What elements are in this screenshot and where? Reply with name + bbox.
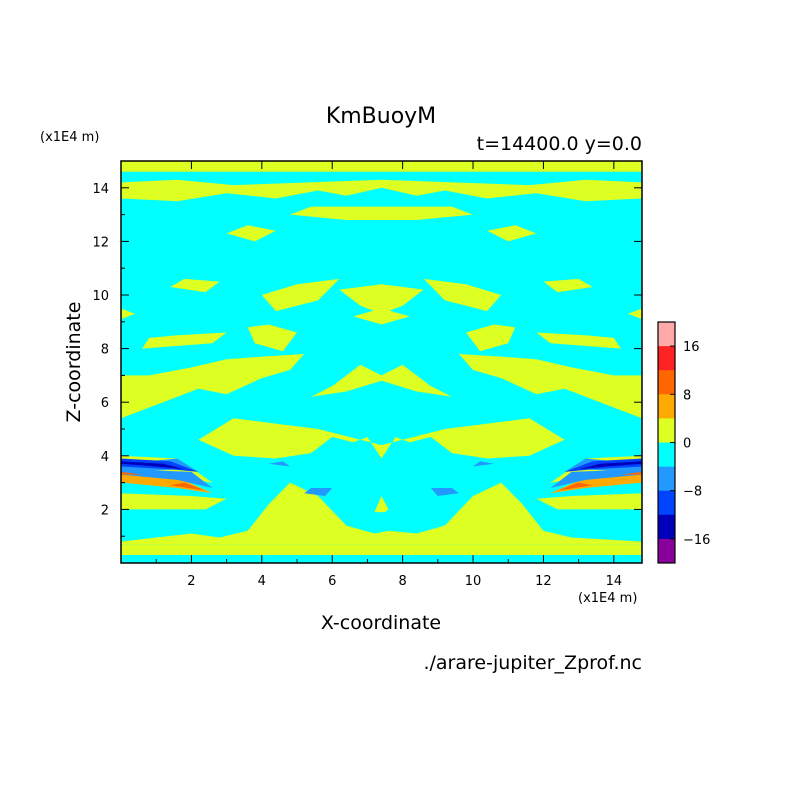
colorbar-swatch bbox=[658, 466, 675, 491]
contour-region bbox=[458, 354, 642, 419]
y-unit-label: (x1E4 m) bbox=[40, 130, 99, 145]
contour-region bbox=[121, 179, 642, 202]
x-unit-label: (x1E4 m) bbox=[578, 591, 637, 606]
x-tick-label: 10 bbox=[465, 574, 482, 589]
contour-region bbox=[268, 461, 290, 467]
colorbar-swatch bbox=[658, 418, 675, 443]
contour-region bbox=[627, 308, 642, 320]
contour-region bbox=[290, 206, 473, 220]
contour-region bbox=[536, 332, 621, 349]
y-tick-label: 8 bbox=[101, 343, 109, 358]
contour-region bbox=[536, 493, 642, 510]
contour-region bbox=[226, 225, 276, 242]
contour-region bbox=[121, 161, 642, 172]
colorbar-swatch bbox=[658, 442, 675, 467]
y-axis-label: Z-coordinate bbox=[63, 302, 85, 423]
contour-region bbox=[121, 471, 143, 475]
source-file-label: ./arare-jupiter_Zprof.nc bbox=[423, 652, 642, 674]
contour-region bbox=[466, 324, 516, 352]
colorbar: 16 8 0 −8 −16 bbox=[657, 321, 710, 564]
contour-region bbox=[339, 284, 424, 314]
contour-region bbox=[121, 482, 642, 545]
contour-region bbox=[487, 225, 537, 242]
contour-region bbox=[142, 332, 227, 349]
contour-field bbox=[121, 161, 642, 563]
contour-region bbox=[353, 308, 410, 325]
x-tick-label: 12 bbox=[535, 574, 552, 589]
contour-region bbox=[121, 474, 213, 494]
contour-region bbox=[557, 482, 593, 491]
x-tick-label: 14 bbox=[606, 574, 623, 589]
colorbar-swatch bbox=[658, 346, 675, 371]
contour-region bbox=[550, 474, 642, 494]
x-tick-label: 4 bbox=[258, 574, 266, 589]
contour-region bbox=[543, 278, 593, 293]
colorbar-swatch bbox=[658, 394, 675, 419]
contour-region bbox=[170, 482, 206, 491]
contour-region bbox=[620, 471, 642, 475]
colorbar-swatch bbox=[658, 538, 675, 564]
axis-ticks: 2 4 6 8 10 12 14 2 4 6 8 10 12 14 bbox=[92, 161, 642, 589]
contour-region bbox=[247, 324, 297, 352]
contour-region bbox=[121, 469, 213, 488]
y-tick-label: 10 bbox=[92, 289, 109, 304]
x-tick-label: 6 bbox=[328, 574, 336, 589]
contour-region bbox=[121, 493, 227, 510]
x-tick-label: 8 bbox=[398, 574, 406, 589]
chart-title: KmBuoyM bbox=[326, 104, 436, 129]
contour-region bbox=[121, 461, 185, 470]
contour-region bbox=[578, 461, 642, 470]
colorbar-tick-label: 0 bbox=[683, 437, 691, 452]
contour-region bbox=[198, 418, 565, 459]
colorbar-swatch bbox=[658, 322, 675, 347]
contour-region bbox=[311, 364, 452, 397]
contour-region bbox=[473, 461, 495, 467]
contour-region bbox=[423, 278, 502, 312]
colorbar-swatch bbox=[658, 490, 675, 516]
y-tick-label: 14 bbox=[92, 182, 109, 197]
colorbar-tick-label: 16 bbox=[683, 340, 700, 355]
contour-region bbox=[550, 469, 642, 488]
y-tick-label: 2 bbox=[101, 503, 109, 518]
colorbar-tick-label: 8 bbox=[683, 388, 691, 403]
y-tick-label: 12 bbox=[92, 235, 109, 250]
y-tick-label: 4 bbox=[101, 450, 109, 465]
colorbar-tick-label: −8 bbox=[683, 485, 702, 500]
contour-region bbox=[430, 488, 459, 496]
contour-region bbox=[121, 354, 305, 419]
chart-subtitle: t=14400.0 y=0.0 bbox=[477, 133, 642, 155]
contour-region bbox=[170, 278, 220, 293]
contour-region bbox=[304, 488, 333, 496]
y-tick-label: 6 bbox=[101, 396, 109, 411]
contour-region bbox=[121, 544, 642, 555]
colorbar-tick-label: −16 bbox=[683, 533, 710, 548]
contour-region bbox=[121, 308, 136, 320]
plot-frame bbox=[120, 160, 643, 564]
colorbar-swatch bbox=[658, 370, 675, 395]
contour-region bbox=[374, 496, 389, 513]
x-tick-label: 2 bbox=[187, 574, 195, 589]
x-axis-label: X-coordinate bbox=[321, 612, 441, 634]
colorbar-swatch bbox=[658, 514, 675, 540]
contour-region bbox=[261, 278, 340, 312]
